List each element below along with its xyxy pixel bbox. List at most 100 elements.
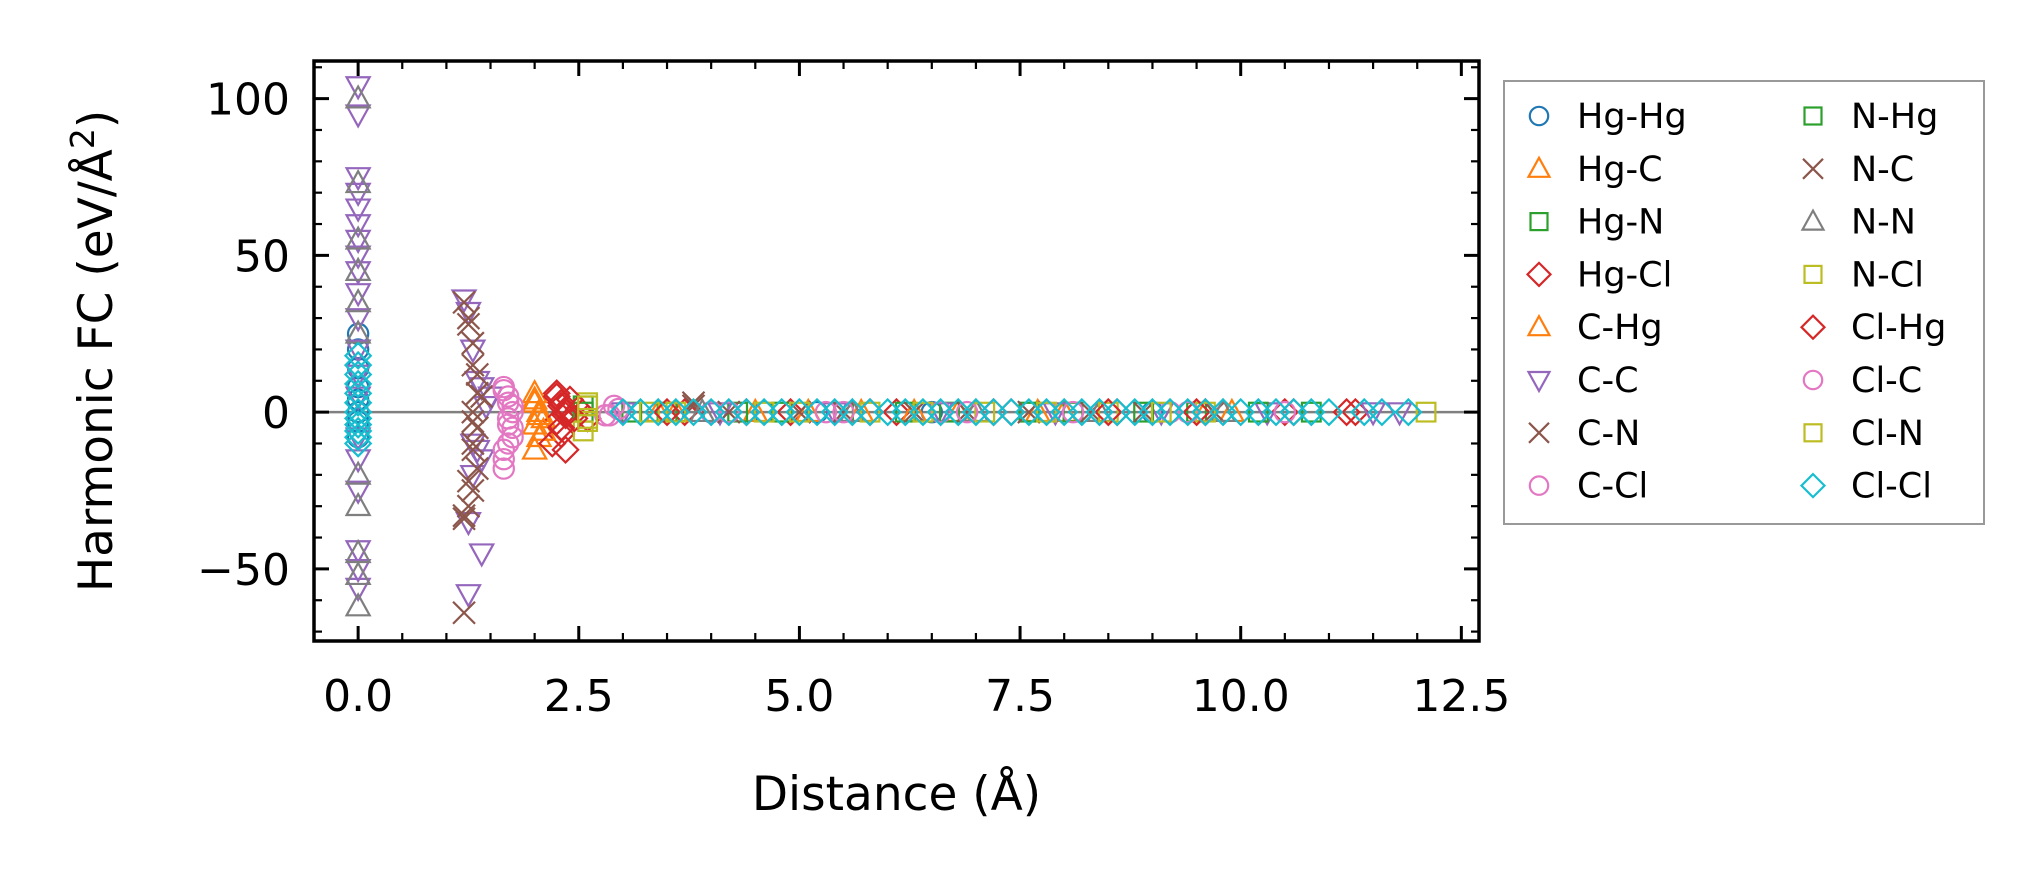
data-point	[1097, 401, 1119, 423]
data-point	[492, 438, 515, 461]
data-point	[455, 584, 482, 609]
data-point	[665, 401, 687, 423]
legend-frame	[1503, 80, 1985, 525]
data-point	[832, 400, 855, 424]
data-point	[344, 261, 372, 286]
data-point	[344, 225, 372, 250]
data-point	[882, 397, 911, 427]
x-tick-label: 0.0	[323, 671, 393, 722]
data-point	[344, 256, 372, 281]
data-point	[344, 577, 372, 603]
series-c-hg	[521, 385, 1246, 441]
series-cl-cl	[343, 341, 1423, 458]
legend-marker	[1528, 475, 1550, 496]
data-point	[538, 429, 567, 458]
data-point	[465, 381, 490, 406]
data-point	[521, 435, 549, 460]
data-point	[344, 182, 372, 208]
legend-marker	[1525, 261, 1553, 288]
legend-label: N-C	[1851, 150, 1914, 190]
legend: Hg-Hg Hg-C Hg-N Hg-Cl C-Hg C-C C-N C-Cl N-Hg N-C N…	[1503, 80, 1985, 525]
data-point	[344, 214, 372, 239]
data-point	[501, 416, 524, 440]
data-point	[343, 360, 373, 389]
data-point	[859, 401, 881, 423]
data-point	[344, 491, 372, 517]
data-points-layer	[343, 76, 1437, 625]
data-point	[688, 397, 716, 423]
legend-entry: Cl-C	[1802, 361, 1922, 401]
data-point	[1314, 397, 1344, 427]
legend-entry: C-C	[1526, 361, 1639, 401]
legend-entry: Cl-N	[1803, 414, 1924, 454]
series-cl-n	[577, 395, 1172, 429]
data-point	[343, 429, 373, 458]
legend-label: Cl-N	[1851, 414, 1924, 454]
data-point	[459, 339, 487, 364]
data-point	[344, 76, 372, 101]
legend-entry: N-Hg	[1803, 97, 1938, 137]
data-point	[1061, 400, 1085, 424]
data-point	[501, 400, 524, 424]
tick-labels-layer: 0.0 2.5 5.0 7.5 10.0 12.5 −50 0 50 100	[197, 75, 1510, 722]
data-point	[717, 400, 741, 424]
data-point	[929, 400, 952, 424]
data-point	[1094, 397, 1123, 427]
data-point	[492, 378, 515, 402]
data-point	[496, 413, 520, 436]
data-point	[1036, 401, 1057, 423]
data-point	[452, 506, 476, 531]
series-cl-c	[492, 378, 1199, 461]
data-point	[343, 388, 373, 417]
data-point	[521, 378, 549, 404]
ticks-layer	[312, 61, 1479, 641]
data-point	[344, 460, 372, 485]
data-point	[1182, 397, 1211, 427]
data-point	[1300, 401, 1322, 423]
legend-marker	[1802, 369, 1824, 391]
legend-entry: Hg-Hg	[1528, 97, 1687, 137]
data-point	[344, 229, 372, 255]
data-point	[459, 464, 487, 490]
data-point	[1247, 401, 1269, 423]
legend-label: C-Cl	[1577, 467, 1648, 507]
data-point	[465, 362, 490, 387]
series-c-c	[344, 76, 1413, 609]
data-point	[344, 538, 372, 564]
data-point	[344, 167, 372, 192]
data-point	[344, 308, 372, 333]
legend-items: Hg-Hg Hg-C Hg-N Hg-Cl C-Hg C-C C-N C-Cl N-Hg N-C N…	[1525, 97, 1946, 507]
x-tick-label: 10.0	[1192, 671, 1290, 722]
legend-entry: Cl-Cl	[1799, 467, 1932, 507]
legend-label: C-Hg	[1577, 308, 1663, 348]
legend-label: Hg-C	[1577, 150, 1663, 190]
y-tick-label: 100	[206, 75, 290, 126]
data-point	[542, 379, 571, 408]
legend-label: C-N	[1577, 414, 1640, 454]
data-point	[577, 395, 599, 417]
data-point	[344, 245, 372, 270]
y-axis-title-superscript: 2	[63, 128, 102, 149]
legend-marker	[1526, 155, 1552, 178]
x-tick-label: 7.5	[985, 671, 1055, 722]
x-axis-title: Distance (Å)	[752, 767, 1041, 822]
y-axis-title: Harmonic FC (eV/Å2)	[63, 110, 124, 592]
legend-entry: C-N	[1528, 414, 1640, 454]
data-point	[461, 431, 485, 456]
data-point	[1150, 401, 1172, 423]
y-axis-title-close: )	[69, 110, 124, 128]
data-point	[344, 592, 372, 617]
data-point	[598, 404, 621, 427]
data-point	[344, 480, 372, 505]
data-point	[452, 290, 476, 315]
data-point	[814, 400, 838, 424]
data-point	[492, 457, 515, 480]
data-point	[1194, 401, 1216, 423]
data-point	[468, 543, 496, 568]
legend-label: Cl-C	[1851, 361, 1922, 401]
data-point	[652, 397, 682, 427]
data-point	[788, 401, 810, 423]
data-point	[456, 469, 481, 493]
legend-marker	[1529, 212, 1549, 232]
